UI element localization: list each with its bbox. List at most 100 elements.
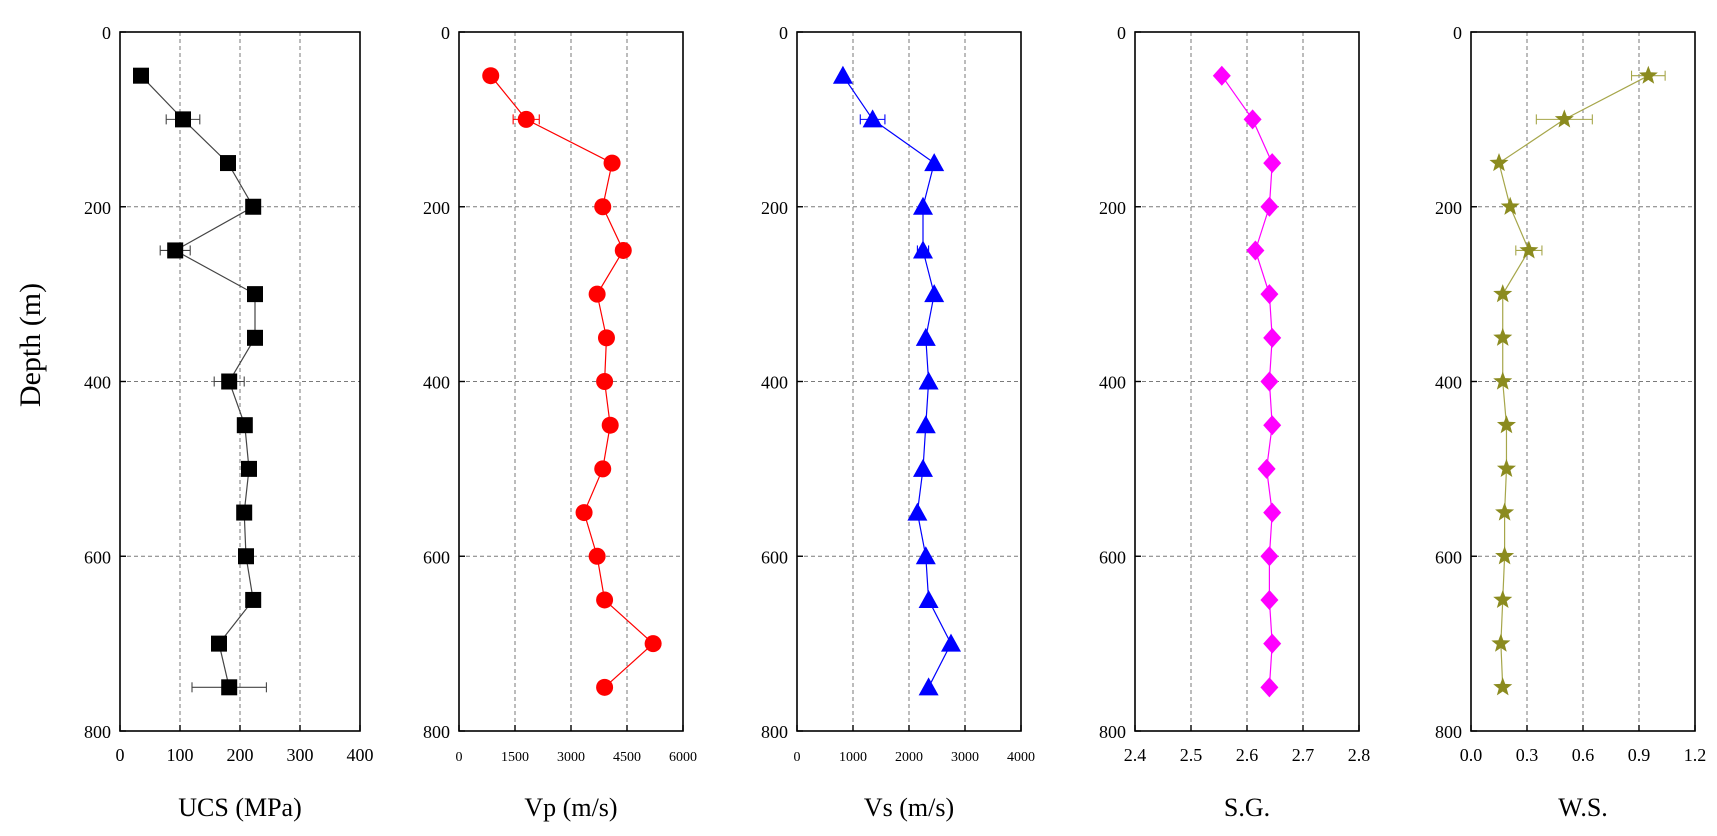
x-tick-label: 3000	[951, 750, 979, 765]
y-tick-label: 800	[84, 722, 111, 742]
x-axis-title: Vp (m/s)	[524, 793, 617, 822]
y-tick-label: 800	[1099, 722, 1126, 742]
data-point-depth-450	[1263, 415, 1282, 436]
data-point-depth-500	[1496, 458, 1516, 477]
y-tick-label: 200	[1435, 198, 1462, 218]
data-point-depth-150	[603, 154, 621, 172]
data-point-depth-550	[236, 504, 253, 521]
y-tick-label: 200	[1099, 198, 1126, 218]
data-point-depth-600	[1495, 546, 1515, 565]
x-tick-label: 4000	[1007, 750, 1035, 765]
y-tick-label: 600	[1099, 547, 1126, 567]
data-point-depth-550	[907, 502, 928, 521]
x-tick-label: 0	[794, 750, 801, 765]
data-point-depth-400	[918, 371, 939, 390]
x-axis-title: Vs (m/s)	[864, 793, 954, 822]
data-point-depth-100	[1554, 109, 1574, 128]
data-point-depth-750	[1493, 677, 1513, 696]
data-point-depth-700	[1491, 633, 1511, 652]
data-point-depth-150	[220, 155, 236, 172]
y-tick-label: 0	[1453, 23, 1462, 43]
y-tick-label: 600	[761, 547, 788, 567]
data-point-depth-50	[482, 67, 500, 85]
data-point-depth-300	[247, 286, 263, 303]
data-point-depth-650	[918, 589, 939, 608]
data-point-depth-50	[832, 65, 853, 84]
y-tick-label: 0	[441, 23, 450, 43]
data-point-depth-600	[588, 547, 606, 565]
data-point-depth-400	[221, 373, 238, 390]
x-tick-label: 1.2	[1684, 745, 1707, 765]
chart-panel-1: 0 100 200 300 400 0 200 400 600 800 UCS (MPa)	[84, 23, 374, 822]
data-point-depth-600	[238, 548, 254, 565]
data-point-depth-200	[594, 198, 612, 216]
data-point-depth-100	[1243, 109, 1262, 130]
x-tick-label: 2.8	[1348, 745, 1371, 765]
y-tick-label: 400	[423, 373, 450, 393]
data-point-depth-300	[588, 285, 606, 303]
data-point-depth-300	[1260, 284, 1279, 305]
x-tick-label: 2.5	[1180, 745, 1203, 765]
data-point-depth-450	[236, 417, 253, 434]
data-point-depth-300	[1493, 284, 1513, 303]
data-point-depth-150	[1263, 153, 1282, 174]
data-point-depth-650	[1493, 589, 1513, 609]
data-point-depth-350	[915, 327, 936, 346]
data-point-depth-550	[575, 504, 593, 522]
data-point-depth-250	[913, 240, 933, 259]
data-point-depth-400	[1260, 371, 1279, 392]
y-tick-label: 400	[761, 373, 788, 393]
chart-panel-3: 0 1000 2000 3000 4000 0 200 400 600 800 Vs (m/s)	[761, 23, 1035, 822]
x-axis-title: S.G.	[1224, 793, 1270, 822]
data-point-depth-400	[596, 373, 614, 390]
x-axis-title: W.S.	[1558, 793, 1608, 822]
data-point-depth-750	[1260, 677, 1279, 698]
y-tick-label: 800	[423, 722, 450, 742]
y-tick-label: 800	[761, 722, 788, 742]
data-point-depth-600	[915, 546, 936, 565]
x-tick-label: 0.0	[1460, 745, 1483, 765]
y-tick-label: 800	[1435, 722, 1462, 742]
x-tick-label: 2.6	[1236, 745, 1259, 765]
data-point-depth-450	[915, 415, 936, 434]
data-point-depth-750	[596, 678, 614, 696]
data-point-depth-450	[1496, 415, 1516, 434]
x-tick-label: 2.7	[1292, 745, 1315, 765]
data-point-depth-200	[1260, 196, 1279, 217]
x-tick-label: 100	[167, 745, 194, 765]
data-point-depth-250	[1246, 240, 1265, 261]
data-point-depth-350	[597, 329, 615, 347]
y-axis-title: Depth (m)	[14, 283, 47, 407]
y-tick-label: 600	[84, 547, 111, 567]
x-tick-label: 6000	[669, 750, 697, 765]
x-tick-label: 0	[116, 745, 125, 765]
data-point-depth-100	[862, 109, 883, 128]
y-tick-label: 0	[1117, 23, 1126, 43]
data-point-depth-600	[1260, 546, 1279, 567]
data-point-depth-300	[924, 284, 945, 303]
data-point-depth-200	[245, 198, 262, 215]
y-tick-label: 600	[1435, 547, 1462, 567]
y-tick-label: 600	[423, 547, 450, 567]
x-tick-label: 200	[227, 745, 254, 765]
y-tick-label: 400	[1435, 373, 1462, 393]
y-tick-label: 200	[84, 198, 111, 218]
data-point-depth-100	[517, 110, 535, 128]
data-point-depth-550	[1495, 502, 1515, 521]
data-point-depth-200	[913, 196, 933, 215]
x-tick-label: 4500	[613, 750, 641, 765]
data-point-depth-400	[1493, 371, 1513, 390]
x-tick-label: 0	[456, 750, 463, 765]
y-tick-label: 400	[1099, 373, 1126, 393]
data-point-depth-200	[1500, 196, 1520, 215]
x-tick-label: 300	[287, 745, 314, 765]
data-point-depth-450	[601, 416, 619, 434]
x-tick-label: 0.6	[1572, 745, 1595, 765]
data-point-depth-50	[1212, 65, 1231, 86]
y-tick-label: 0	[102, 23, 111, 43]
x-tick-label: 2000	[895, 750, 923, 765]
data-point-depth-650	[245, 591, 262, 608]
data-point-depth-150	[924, 153, 945, 172]
data-point-depth-700	[1263, 633, 1282, 654]
